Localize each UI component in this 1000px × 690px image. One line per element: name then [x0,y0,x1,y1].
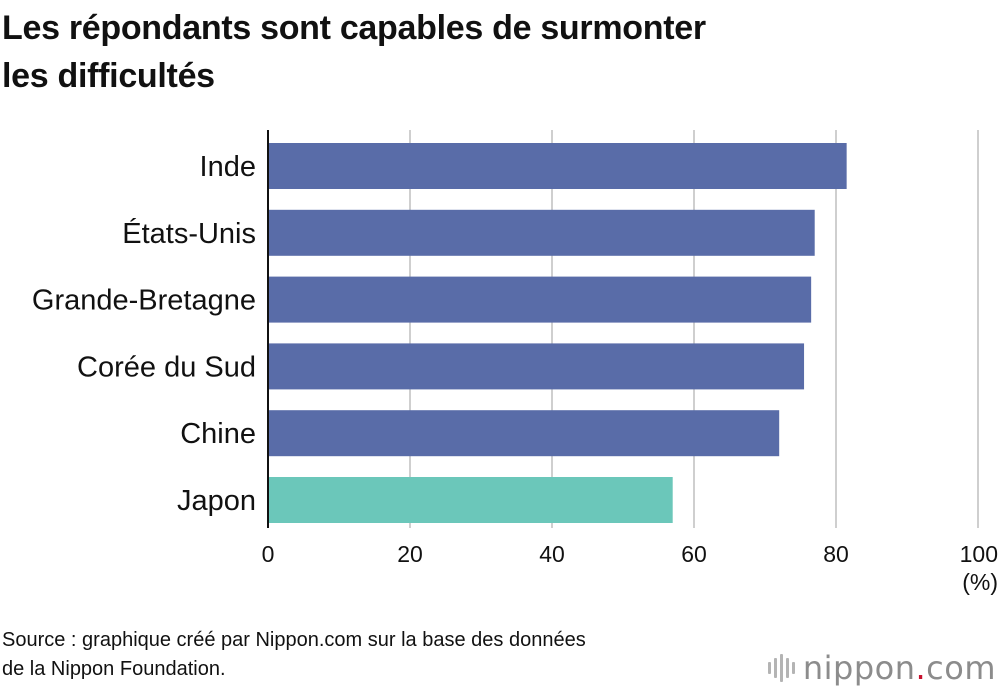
tick-label-40: 40 [539,541,565,567]
bar-0 [268,143,847,189]
tick-label-60: 60 [681,541,707,567]
tick-labels: 0 20 40 60 80 100(%) [262,541,998,595]
nippon-logo: nippon.com [767,648,996,688]
category-labels: Inde États-Unis Grande-Bretagne Corée du Su… [32,151,256,517]
sound-wave-icon [767,654,795,682]
bars [268,143,847,523]
bar-3 [268,343,805,390]
bar-2 [268,276,812,323]
logo-dot: . [915,649,927,687]
logo-text: nippon.com [803,649,996,687]
source-line-2: de la Nippon Foundation. [2,658,226,680]
bar-4 [268,410,780,457]
tick-label-80: 80 [823,541,849,567]
logo-suffix: com [926,649,996,687]
chart-title-line-2: les difficultés [2,57,215,95]
category-label-5: Japon [177,485,256,517]
category-label-1: États-Unis [122,217,256,250]
category-label-2: Grande-Bretagne [32,285,256,317]
unit-label: (%) [962,569,998,595]
bar-1 [268,209,815,256]
tick-label-100: 100 [960,541,998,567]
source-note: Source : graphique créé par Nippon.com s… [2,626,586,684]
tick-label-20: 20 [397,541,423,567]
bar-5 [268,477,673,523]
tick-label-0: 0 [262,541,275,567]
category-label-4: Chine [180,418,256,450]
chart-title-line-1: Les répondants sont capables de surmonte… [2,9,706,47]
gridlines [409,130,979,528]
category-label-0: Inde [200,151,256,183]
source-line-1: Source : graphique créé par Nippon.com s… [2,629,586,651]
logo-name: nippon [802,649,916,687]
category-label-3: Corée du Sud [77,351,256,383]
chart-title: Les répondants sont capables de surmonte… [2,4,962,100]
